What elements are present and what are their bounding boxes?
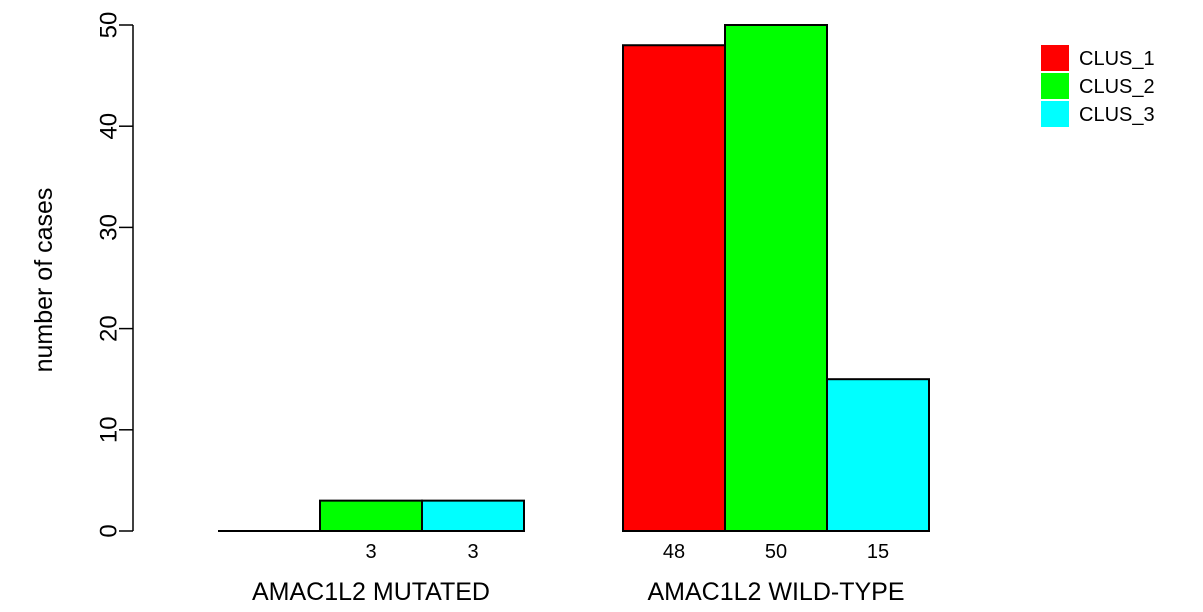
bar-clus-3 — [826, 378, 930, 533]
y-tick-label: 30 — [95, 214, 122, 241]
legend: CLUS_1 CLUS_2 CLUS_3 — [1041, 45, 1155, 127]
legend-label: CLUS_3 — [1079, 104, 1155, 126]
legend-swatch — [1041, 73, 1069, 99]
bar-clus-1 — [622, 44, 726, 533]
y-axis: 0 10 20 30 40 50 — [95, 12, 134, 538]
bar-value-label: 3 — [467, 541, 478, 563]
legend-label: CLUS_2 — [1079, 76, 1155, 98]
bar-value-label: 48 — [663, 541, 685, 563]
y-tick-label: 50 — [95, 12, 122, 39]
legend-label: CLUS_1 — [1079, 48, 1155, 70]
y-tick-label: 20 — [95, 315, 122, 342]
category-labels: AMAC1L2 MUTATED AMAC1L2 WILD-TYPE — [252, 578, 905, 606]
legend-swatch — [1041, 45, 1069, 71]
category-label: AMAC1L2 WILD-TYPE — [647, 578, 904, 606]
bar-clus-2 — [319, 499, 423, 533]
y-tick-label: 10 — [95, 416, 122, 443]
data-labels: 3 3 48 50 15 — [365, 541, 889, 563]
y-axis-label: number of cases — [30, 188, 58, 373]
bar-clus-3 — [421, 499, 525, 533]
bar-value-label: 3 — [365, 541, 376, 563]
legend-swatch — [1041, 101, 1069, 127]
y-tick-label: 0 — [95, 524, 122, 537]
bar-clus-2 — [724, 24, 828, 532]
bar-value-label: 50 — [765, 541, 787, 563]
bars — [218, 24, 930, 533]
category-label: AMAC1L2 MUTATED — [252, 578, 490, 606]
bar-value-label: 15 — [867, 541, 889, 563]
y-tick-label: 40 — [95, 113, 122, 140]
